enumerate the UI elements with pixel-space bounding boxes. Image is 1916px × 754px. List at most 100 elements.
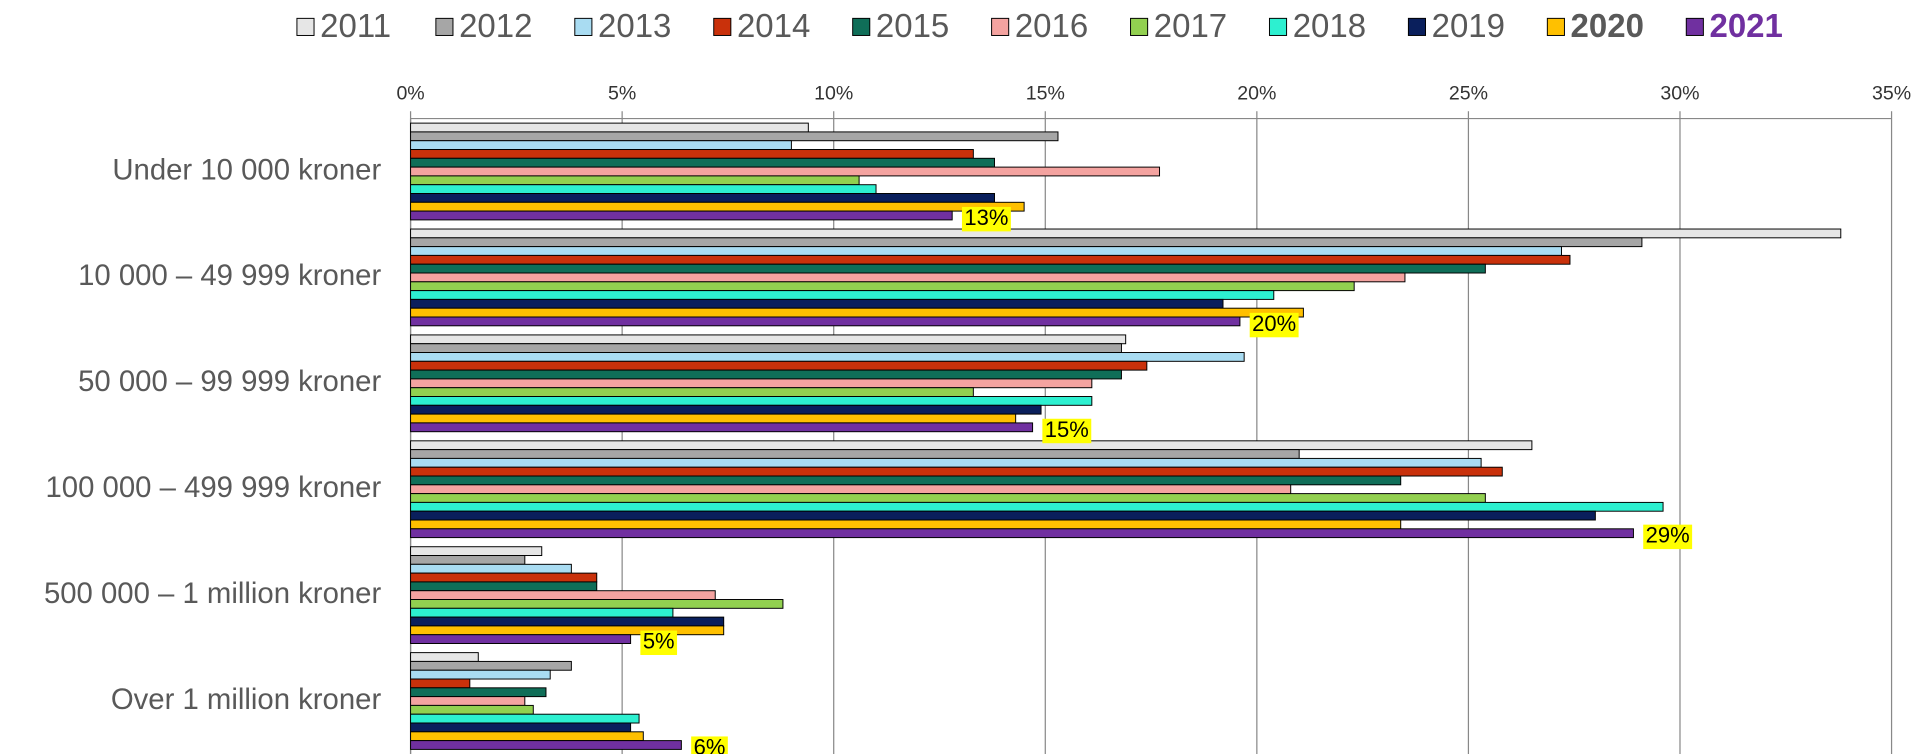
bar [410,484,1292,495]
y-tick-label: 50 000 – 99 999 kroner [78,365,381,398]
x-tick-label: 25% [1449,82,1488,104]
legend-swatch [713,17,732,36]
bar [410,572,598,583]
bar [410,466,1503,477]
value-label-bg [961,206,1011,232]
legend-swatch [435,17,454,36]
bar [410,413,1017,424]
bar [410,343,1122,354]
bar [410,581,598,592]
bar [410,334,1127,345]
bar [410,237,1643,248]
bar [410,369,1122,380]
bar [410,246,1563,256]
x-tick-label: 15% [1026,82,1065,104]
y-tick-label: 500 000 – 1 million kroner [44,577,382,610]
legend-swatch [574,17,593,36]
x-tick-label: 30% [1660,82,1699,104]
bar [410,131,1059,142]
legend-swatch [296,17,315,36]
legend-label: 2013 [598,7,671,44]
legend-label: 2015 [876,7,949,44]
bar [410,157,995,168]
bar [410,475,1402,486]
bar [410,193,995,203]
legend-label: 2014 [737,7,810,44]
value-label-bg [691,736,728,754]
value-label: 6% [694,734,726,754]
bar [410,316,1241,327]
x-tick-label: 5% [608,82,636,104]
bar [410,555,526,565]
legend-swatch [1407,17,1427,36]
y-tick-label: 100 000 – 499 999 kroner [46,471,382,504]
bar [410,449,1300,459]
legend-label: 2017 [1154,7,1227,44]
bar [410,652,479,662]
legend-label: 2011 [320,7,391,44]
legend-swatch [852,17,871,36]
value-label-bg [1643,524,1693,550]
bar [410,396,1093,406]
bar [410,704,534,715]
value-label-bg [1042,418,1092,444]
value-label: 5% [643,629,675,654]
bar [410,678,471,689]
value-label: 13% [964,205,1008,230]
value-label: 15% [1045,417,1089,442]
legend-swatch [1685,17,1704,36]
bar [410,687,547,698]
bar [410,440,1533,451]
bar [410,422,1034,433]
bar [410,722,632,733]
bar [410,281,1355,292]
bar [410,528,1634,539]
bar [410,272,1406,283]
legend-label: 2018 [1293,7,1366,44]
value-label-bg [640,630,678,655]
bar [410,149,974,159]
bar [410,501,1664,512]
bar [410,122,809,133]
bar [410,254,1571,265]
bar [410,210,953,221]
bar [410,546,543,557]
bar [410,669,551,680]
bar [410,634,632,644]
bar [410,599,784,609]
bar [410,184,877,194]
bar [410,175,860,186]
bar [410,510,1596,521]
y-tick-label: 10 000 – 49 999 kroner [78,259,381,292]
bar [410,713,640,724]
bar [410,360,1148,371]
bar [410,660,572,671]
bar [410,298,1224,309]
value-label: 29% [1646,523,1690,548]
bar [410,696,526,706]
y-tick-label: Under 10 000 kroner [112,153,381,186]
x-tick-label: 10% [814,82,853,104]
bar [410,740,682,750]
x-tick-label: 35% [1872,82,1911,104]
x-tick-label: 0% [396,82,424,104]
legend-label: 2016 [1015,7,1088,44]
bar [410,387,974,397]
y-tick-label: Over 1 million kroner [111,683,382,716]
bar [410,616,725,627]
legend-label: 2021 [1709,7,1782,44]
legend-swatch [1546,17,1565,36]
bar [410,307,1304,318]
bar [410,263,1486,274]
value-label: 20% [1252,311,1296,336]
bar [410,563,572,574]
legend-label: 2020 [1571,7,1644,44]
bar [410,493,1486,503]
bar [410,140,792,151]
bar [410,352,1245,362]
bar [410,228,1842,239]
bar [410,201,1025,212]
bar [410,590,716,601]
bar [410,607,674,618]
